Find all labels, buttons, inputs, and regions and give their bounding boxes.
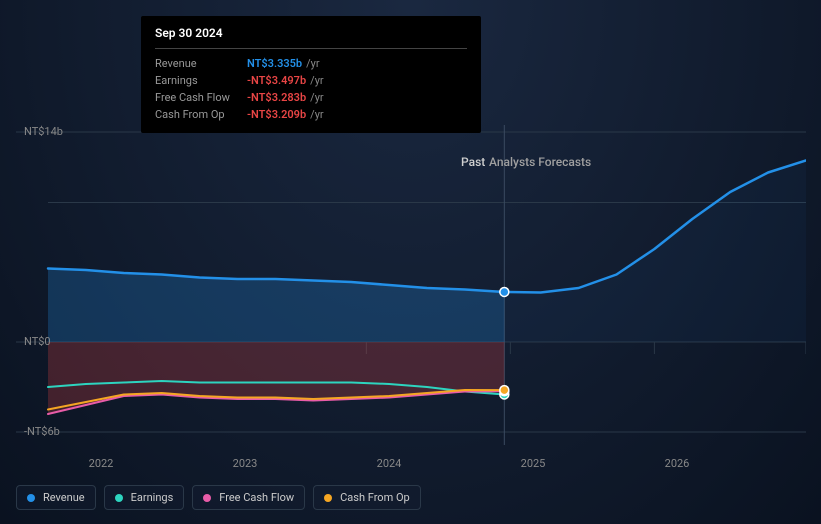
tooltip-row-unit: /yr bbox=[306, 57, 319, 70]
legend-item-revenue[interactable]: Revenue bbox=[16, 485, 96, 510]
x-axis-label: 2024 bbox=[377, 457, 402, 470]
chart-svg bbox=[16, 125, 806, 445]
tooltip-row: Cash From Op-NT$3.209b/yr bbox=[155, 106, 467, 123]
tooltip-row-label: Earnings bbox=[155, 74, 247, 87]
tooltip-row-label: Free Cash Flow bbox=[155, 91, 247, 104]
tooltip-divider bbox=[155, 48, 467, 49]
tooltip-row-unit: /yr bbox=[310, 108, 323, 121]
tooltip-row-label: Cash From Op bbox=[155, 108, 247, 121]
chart-tooltip: Sep 30 2024 RevenueNT$3.335b/yrEarnings-… bbox=[141, 16, 481, 133]
x-axis-label: 2023 bbox=[233, 457, 258, 470]
tooltip-row: RevenueNT$3.335b/yr bbox=[155, 55, 467, 72]
tooltip-row-label: Revenue bbox=[155, 57, 247, 70]
tooltip-row-unit: /yr bbox=[310, 91, 323, 104]
region-label-forecast: Analysts Forecasts bbox=[489, 155, 591, 169]
legend-item-cfo[interactable]: Cash From Op bbox=[313, 485, 421, 510]
x-axis-label: 2025 bbox=[521, 457, 546, 470]
tooltip-row-unit: /yr bbox=[310, 74, 323, 87]
legend-item-fcf[interactable]: Free Cash Flow bbox=[192, 485, 305, 510]
legend-label: Revenue bbox=[43, 491, 85, 504]
revenue-dot-icon bbox=[27, 494, 35, 502]
chart-legend: Revenue Earnings Free Cash Flow Cash From O… bbox=[16, 485, 421, 510]
legend-label: Earnings bbox=[131, 491, 174, 504]
legend-label: Cash From Op bbox=[340, 491, 410, 504]
y-axis-label: -NT$6b bbox=[24, 425, 60, 438]
earnings-dot-icon bbox=[115, 494, 123, 502]
fcf-dot-icon bbox=[203, 494, 211, 502]
chart-area[interactable] bbox=[16, 125, 806, 445]
cfo-dot-icon bbox=[324, 494, 332, 502]
y-axis-label: NT$0 bbox=[24, 335, 51, 348]
x-axis-label: 2022 bbox=[89, 457, 114, 470]
legend-item-earnings[interactable]: Earnings bbox=[104, 485, 185, 510]
tooltip-row: Earnings-NT$3.497b/yr bbox=[155, 72, 467, 89]
tooltip-row-value: -NT$3.497b bbox=[247, 74, 306, 87]
tooltip-rows: RevenueNT$3.335b/yrEarnings-NT$3.497b/yr… bbox=[155, 55, 467, 123]
tooltip-row-value: -NT$3.283b bbox=[247, 91, 306, 104]
tooltip-row: Free Cash Flow-NT$3.283b/yr bbox=[155, 89, 467, 106]
tooltip-row-value: -NT$3.209b bbox=[247, 108, 306, 121]
tooltip-date: Sep 30 2024 bbox=[155, 26, 467, 46]
y-axis-label: NT$14b bbox=[24, 125, 63, 138]
region-label-past: Past bbox=[461, 155, 485, 169]
x-axis-label: 2026 bbox=[665, 457, 690, 470]
legend-label: Free Cash Flow bbox=[219, 491, 294, 504]
tooltip-row-value: NT$3.335b bbox=[247, 57, 302, 70]
